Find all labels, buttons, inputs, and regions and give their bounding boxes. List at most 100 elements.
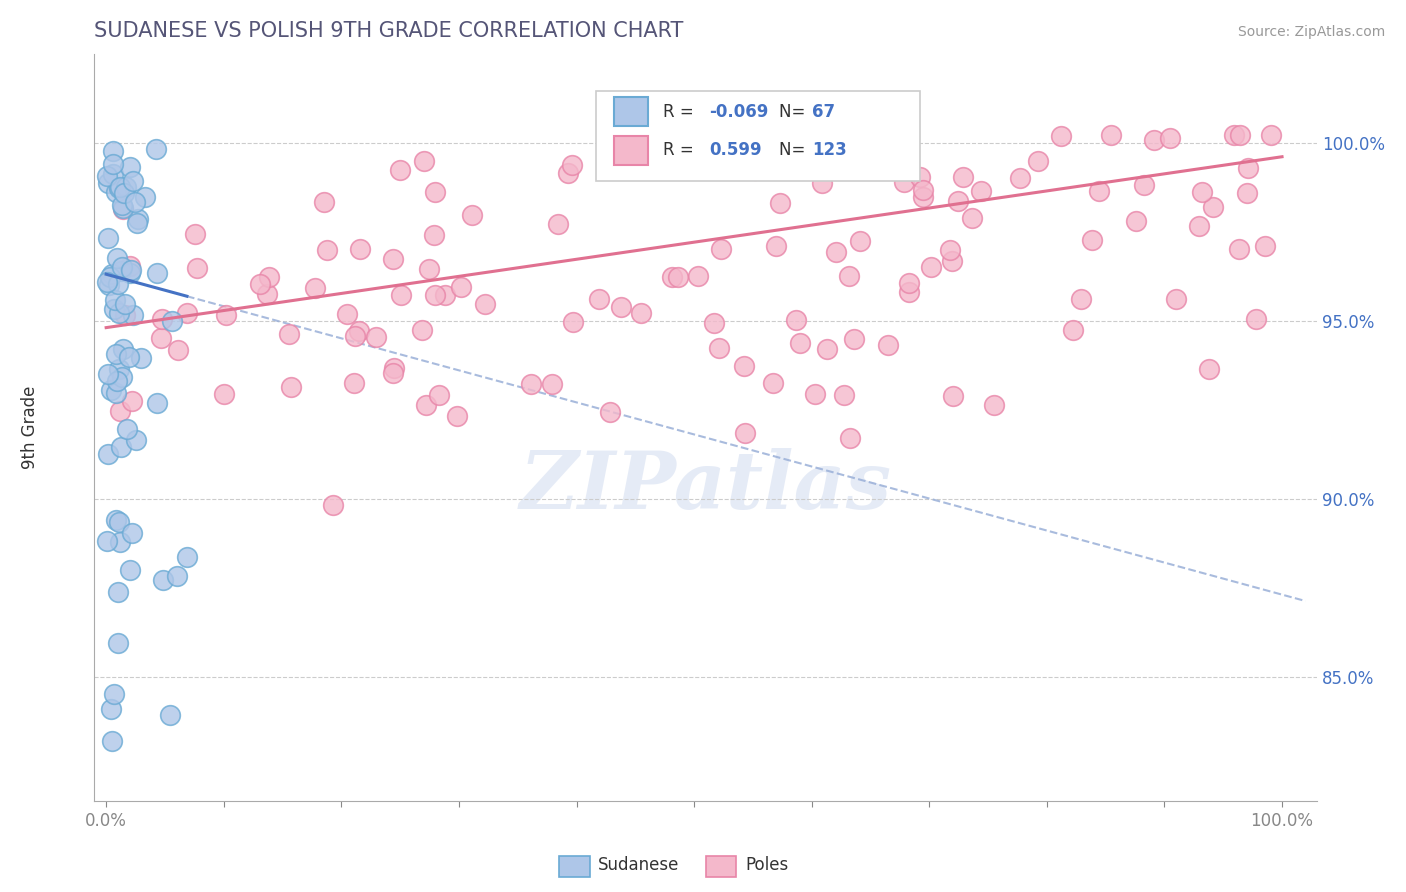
Point (149, 331, 172, 345)
Point (215, 308, 238, 322)
Point (127, 216, 149, 230)
Point (557, 166, 579, 180)
Point (1254, 239, 1277, 253)
Point (1050, 129, 1073, 144)
Point (104, 385, 127, 400)
FancyBboxPatch shape (614, 97, 648, 126)
Point (1026, 154, 1049, 169)
Point (120, 259, 142, 273)
Point (815, 342, 838, 356)
FancyBboxPatch shape (614, 136, 648, 164)
Point (186, 261, 208, 276)
FancyBboxPatch shape (596, 91, 920, 180)
Point (111, 260, 134, 275)
Point (423, 227, 446, 242)
Point (1198, 361, 1220, 376)
Point (762, 376, 785, 391)
Point (1070, 292, 1092, 306)
Text: R =: R = (664, 141, 704, 160)
Point (97, 367, 120, 381)
Point (312, 195, 335, 210)
Y-axis label: 9th Grade: 9th Grade (21, 385, 39, 469)
Point (942, 389, 965, 403)
Point (920, 260, 942, 274)
Point (280, 380, 302, 394)
Point (159, 707, 181, 722)
Point (101, 157, 124, 171)
Point (277, 327, 299, 342)
Point (146, 266, 169, 280)
Point (104, 514, 127, 528)
Point (1159, 131, 1181, 145)
Point (423, 185, 446, 199)
Text: 123: 123 (813, 141, 846, 160)
Point (939, 243, 962, 257)
Point (111, 198, 134, 212)
Point (412, 153, 434, 168)
Point (547, 218, 569, 232)
Point (825, 245, 848, 260)
Point (599, 405, 621, 419)
Point (433, 288, 456, 302)
Point (744, 163, 766, 178)
Point (124, 433, 146, 447)
Point (105, 186, 128, 200)
Point (97, 447, 120, 461)
Point (101, 144, 124, 158)
Point (970, 185, 993, 199)
Point (336, 307, 359, 321)
Point (96, 275, 118, 289)
Point (111, 343, 134, 357)
Point (111, 370, 134, 384)
Point (212, 386, 235, 401)
Point (734, 426, 756, 441)
Text: N=: N= (779, 103, 811, 120)
Point (107, 251, 129, 265)
Point (364, 330, 387, 344)
Point (117, 422, 139, 436)
Point (983, 398, 1005, 412)
Point (423, 288, 446, 302)
Point (145, 143, 167, 157)
Point (429, 387, 451, 401)
Point (97, 231, 120, 245)
Point (101, 734, 124, 748)
Point (316, 244, 339, 258)
Point (1246, 312, 1268, 326)
Point (688, 268, 710, 283)
Point (304, 281, 326, 295)
Point (1188, 219, 1211, 234)
Point (765, 239, 787, 253)
Point (541, 377, 564, 392)
Point (898, 285, 921, 299)
Point (176, 306, 198, 320)
Point (1223, 128, 1246, 143)
Point (710, 242, 733, 256)
Point (1191, 186, 1213, 200)
Point (382, 367, 405, 381)
Point (96, 169, 118, 183)
Point (108, 180, 131, 194)
Point (411, 323, 433, 337)
Point (100, 383, 122, 397)
Point (838, 431, 860, 445)
Point (946, 194, 969, 208)
Point (811, 177, 834, 191)
Point (804, 387, 827, 401)
Point (941, 254, 963, 268)
Point (111, 201, 134, 215)
Text: Source: ZipAtlas.com: Source: ZipAtlas.com (1237, 25, 1385, 39)
Point (785, 312, 807, 326)
Point (120, 266, 142, 280)
Point (108, 305, 131, 319)
Point (1202, 200, 1225, 214)
Point (146, 395, 169, 409)
Point (111, 202, 134, 217)
Point (1229, 128, 1251, 143)
Point (160, 314, 183, 328)
Point (630, 306, 652, 320)
Point (322, 498, 344, 512)
Point (609, 300, 631, 314)
Point (112, 186, 135, 200)
Point (769, 196, 792, 211)
